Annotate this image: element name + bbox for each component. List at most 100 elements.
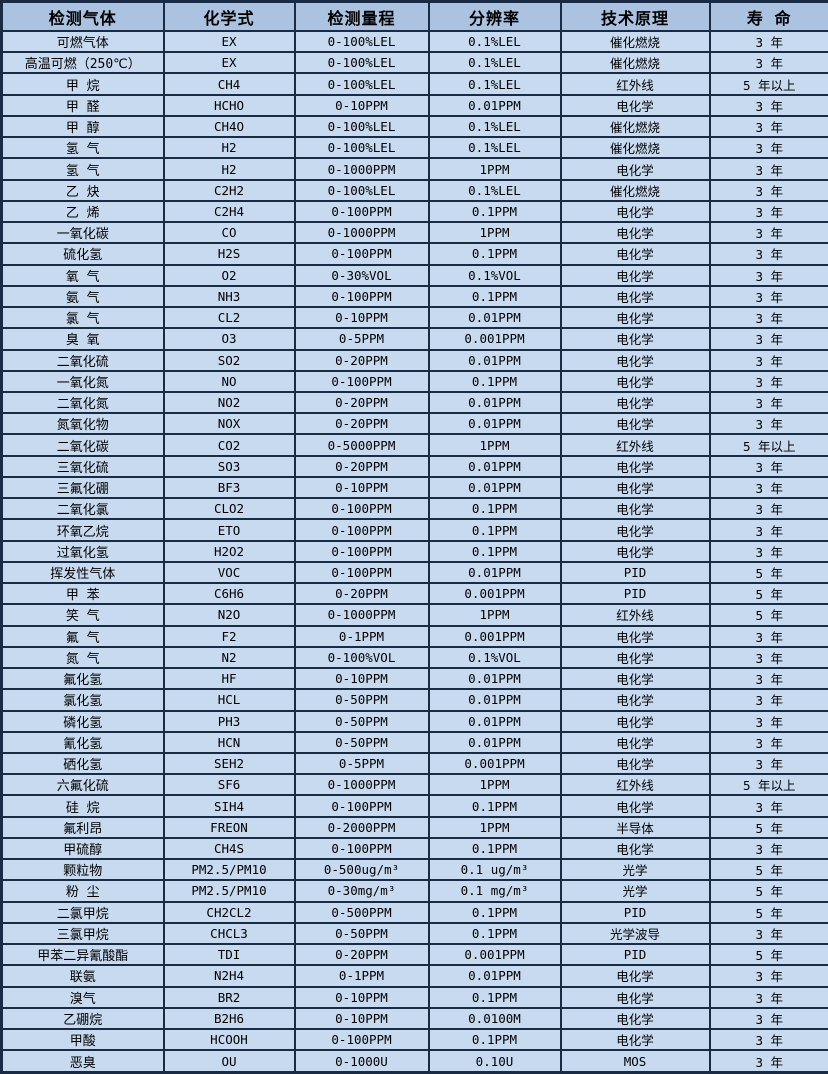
table-cell: 电化学 (559, 454, 711, 478)
table-cell: 3 年 (708, 964, 828, 988)
table-row: 氯化氢 HCL 0-50PPM 0.01PPM 电化学 3 年 (0, 688, 828, 712)
table-cell: 0-20PPM (293, 390, 430, 415)
table-cell: 3 年 (708, 539, 828, 563)
table-cell: 氧 气 (0, 263, 165, 287)
table-cell: CH2CL2 (162, 900, 296, 924)
table-cell: 氟利昂 (0, 815, 165, 839)
table-cell: 光学 (559, 858, 711, 882)
table-cell: H2O2 (162, 539, 296, 563)
table-cell: 电化学 (559, 667, 711, 691)
table-cell: OU (162, 1049, 296, 1074)
table-cell: 3 年 (708, 667, 828, 691)
table-cell: PID (559, 582, 711, 606)
table-cell: SF6 (162, 773, 296, 797)
table-cell: HCL (162, 688, 296, 712)
table-cell: 0.001PPM (427, 624, 562, 648)
table-cell: 0-50PPM (293, 709, 430, 733)
table-cell: 0.1PPM (427, 539, 562, 563)
table-cell: 电化学 (559, 242, 711, 266)
table-cell: 电化学 (559, 985, 711, 1009)
table-row: 二氧化氯 CLO2 0-100PPM 0.1PPM 电化学 3 年 (0, 497, 828, 521)
table-cell: NO2 (162, 390, 296, 415)
table-cell: 3 年 (708, 136, 828, 160)
table-cell: 二氧化硫 (0, 348, 165, 372)
column-header: 寿 命 (708, 0, 828, 32)
table-cell: 5 年 (708, 603, 828, 627)
table-cell: 催化燃烧 (559, 136, 711, 160)
table-cell: 3 年 (708, 1028, 828, 1052)
table-cell: CH4 (162, 72, 296, 96)
table-cell: 5 年 (708, 900, 828, 924)
table-cell: 5 年 (708, 858, 828, 882)
table-cell: 0-50PPM (293, 730, 430, 754)
table-cell: 0.1%VOL (427, 263, 562, 287)
table-cell: 3 年 (708, 454, 828, 478)
table-cell: 3 年 (708, 497, 828, 521)
table-cell: 3 年 (708, 51, 828, 75)
table-cell: 0-1000PPM (293, 773, 430, 797)
table-row: 氧 气 O2 0-30%VOL 0.1%VOL 电化学 3 年 (0, 263, 828, 287)
table-cell: SIH4 (162, 794, 296, 818)
table-cell: 0.01PPM (427, 454, 562, 478)
table-cell: PID (559, 900, 711, 924)
header-row: 检测气体 化学式 检测量程 分辨率 技术原理寿 命 (0, 0, 828, 32)
table-cell: 电化学 (559, 369, 711, 393)
table-cell: 氟化氢 (0, 667, 165, 691)
table-cell: 0.1%LEL (427, 178, 562, 202)
table-cell: 0.1PPM (427, 985, 562, 1009)
table-cell: 3 年 (708, 751, 828, 776)
table-cell: 3 年 (708, 921, 828, 946)
table-cell: 甲酸 (0, 1028, 165, 1052)
table-cell: 0.1%LEL (427, 29, 562, 54)
table-cell: PH3 (162, 709, 296, 733)
table-cell: 联氨 (0, 964, 165, 988)
table-cell: 0.001PPM (427, 751, 562, 776)
table-cell: 1PPM (427, 433, 562, 457)
table-cell: 3 年 (708, 730, 828, 754)
table-cell: F2 (162, 624, 296, 648)
table-row: 氮氧化物 NOX 0-20PPM 0.01PPM 电化学 3 年 (0, 412, 828, 436)
table-cell: 可燃气体 (0, 29, 165, 54)
table-cell: 3 年 (708, 263, 828, 287)
table-cell: 5 年 (708, 815, 828, 839)
table-cell: 电化学 (559, 157, 711, 181)
table-cell: 0.1PPM (427, 1028, 562, 1052)
table-row: 甲硫醇 CH4S 0-100PPM 0.1PPM 电化学 3 年 (0, 836, 828, 861)
table-cell: 电化学 (559, 624, 711, 648)
table-cell: 甲 苯 (0, 582, 165, 606)
table-cell: FREON (162, 815, 296, 839)
table-cell: 光学 (559, 879, 711, 903)
table-row: 三氟化硼 BF3 0-10PPM 0.01PPM 电化学 3 年 (0, 475, 828, 500)
table-cell: 3 年 (708, 221, 828, 245)
table-cell: 臭 氧 (0, 327, 165, 351)
table-cell: 氨 气 (0, 284, 165, 309)
table-cell: CH4O (162, 114, 296, 139)
table-row: 二氧化硫 SO2 0-20PPM 0.01PPM 电化学 3 年 (0, 348, 828, 372)
table-cell: 0-100PPM (293, 242, 430, 266)
table-cell: 0-100PPM (293, 518, 430, 542)
table-cell: 笑 气 (0, 603, 165, 627)
table-row: 二氧化碳 CO2 0-5000PPM 1PPM 红外线 5 年以上 (0, 433, 828, 457)
table-cell: 0.1PPM (427, 921, 562, 946)
table-cell: 0.1PPM (427, 794, 562, 818)
table-cell: 0.1PPM (427, 199, 562, 224)
table-cell: 0-100PPM (293, 284, 430, 309)
table-cell: 0-100PPM (293, 560, 430, 585)
table-cell: 0.01PPM (427, 348, 562, 372)
table-cell: EX (162, 51, 296, 75)
table-cell: CL2 (162, 306, 296, 330)
table-cell: ETO (162, 518, 296, 542)
table-cell: 0-100PPM (293, 836, 430, 861)
table-cell: 0.01PPM (427, 390, 562, 415)
table-row: 甲苯二异氰酸酯 TDI 0-20PPM 0.001PPM PID 5 年 (0, 943, 828, 967)
table-cell: 5 年以上 (708, 773, 828, 797)
table-cell: 0-30%VOL (293, 263, 430, 287)
table-cell: 电化学 (559, 751, 711, 776)
table-cell: 1PPM (427, 815, 562, 839)
table-cell: 0-5000PPM (293, 433, 430, 457)
table-cell: 电化学 (559, 306, 711, 330)
table-row: 二氯甲烷 CH2CL2 0-500PPM 0.1PPM PID 5 年 (0, 900, 828, 924)
table-row: 氢 气 H2 0-1000PPM 1PPM 电化学 3 年 (0, 157, 828, 181)
table-cell: 0-100PPM (293, 1028, 430, 1052)
table-cell: BF3 (162, 475, 296, 500)
